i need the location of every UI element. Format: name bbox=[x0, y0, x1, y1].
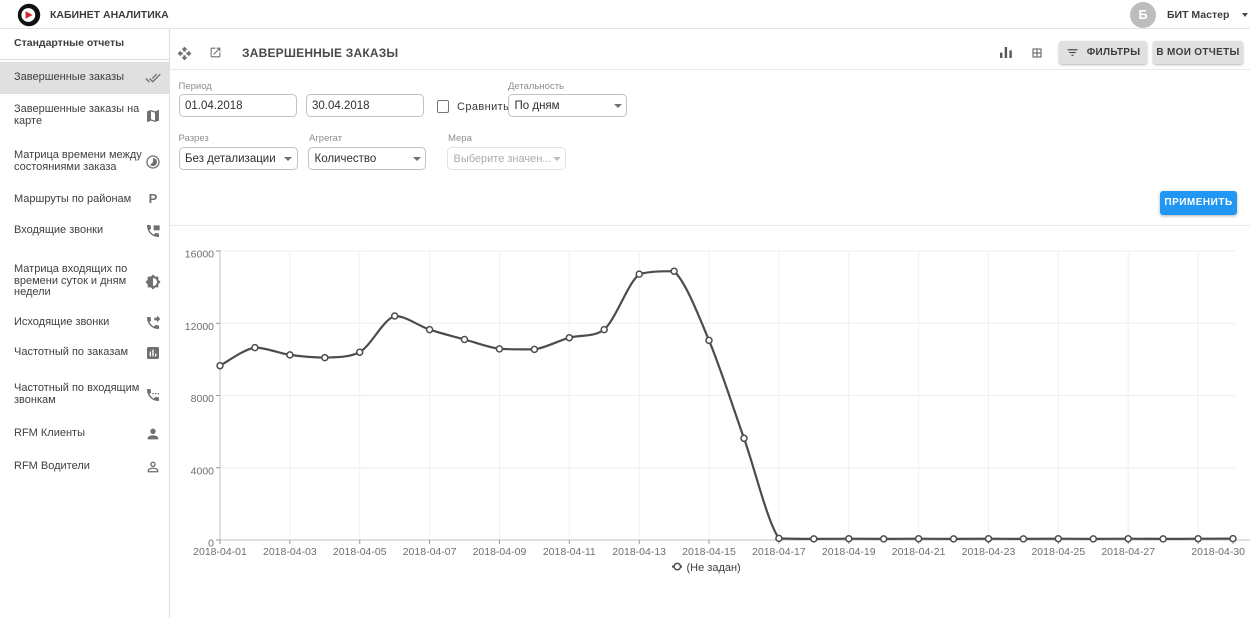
svg-text:0: 0 bbox=[208, 538, 214, 550]
svg-text:2018-04-30: 2018-04-30 bbox=[1191, 546, 1245, 558]
svg-text:2018-04-01: 2018-04-01 bbox=[193, 546, 247, 558]
svg-text:2018-04-19: 2018-04-19 bbox=[822, 546, 876, 558]
svg-text:8000: 8000 bbox=[191, 393, 215, 405]
svg-text:2018-04-23: 2018-04-23 bbox=[962, 546, 1016, 558]
svg-text:2018-04-25: 2018-04-25 bbox=[1031, 546, 1085, 558]
svg-text:2018-04-21: 2018-04-21 bbox=[892, 546, 946, 558]
svg-text:2018-04-05: 2018-04-05 bbox=[333, 546, 387, 558]
svg-text:16000: 16000 bbox=[185, 249, 214, 261]
svg-text:2018-04-03: 2018-04-03 bbox=[263, 546, 317, 558]
svg-text:2018-04-17: 2018-04-17 bbox=[752, 546, 806, 558]
svg-text:2018-04-11: 2018-04-11 bbox=[543, 546, 596, 558]
svg-text:(Не задан): (Не задан) bbox=[687, 562, 741, 574]
svg-text:4000: 4000 bbox=[191, 465, 215, 477]
svg-text:2018-04-13: 2018-04-13 bbox=[612, 546, 666, 558]
svg-text:12000: 12000 bbox=[185, 321, 214, 333]
svg-text:2018-04-09: 2018-04-09 bbox=[473, 546, 527, 558]
svg-text:2018-04-15: 2018-04-15 bbox=[682, 546, 736, 558]
svg-text:2018-04-07: 2018-04-07 bbox=[403, 546, 457, 558]
svg-text:2018-04-27: 2018-04-27 bbox=[1101, 546, 1155, 558]
